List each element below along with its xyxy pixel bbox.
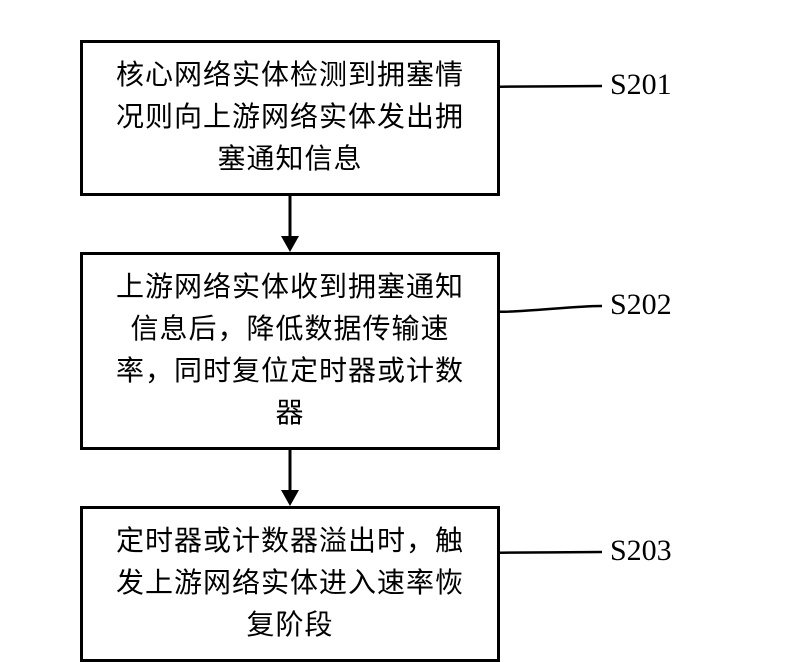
step-text-s202: 上游网络实体收到拥塞通知信息后，降低数据传输速率，同时复位定时器或计数器	[103, 267, 477, 435]
step-box-s202: 上游网络实体收到拥塞通知信息后，降低数据传输速率，同时复位定时器或计数器	[80, 252, 500, 450]
step-text-s203: 定时器或计数器溢出时，触发上游网络实体进入速率恢复阶段	[103, 521, 477, 647]
connector-s201	[495, 56, 617, 117]
arrow-s201-to-s202	[80, 196, 500, 252]
step-text-s201: 核心网络实体检测到拥塞情况则向上游网络实体发出拥塞通知信息	[103, 55, 477, 181]
connector-s202	[495, 276, 617, 342]
arrow-s202-to-s203	[80, 450, 500, 506]
step-label-s202: S202	[610, 288, 672, 322]
step-box-s203: 定时器或计数器溢出时，触发上游网络实体进入速率恢复阶段	[80, 506, 500, 662]
connector-s203	[495, 522, 617, 583]
step-label-s201: S201	[610, 68, 672, 102]
flowchart-container: 核心网络实体检测到拥塞情况则向上游网络实体发出拥塞通知信息 上游网络实体收到拥塞…	[80, 40, 720, 662]
step-box-s201: 核心网络实体检测到拥塞情况则向上游网络实体发出拥塞通知信息	[80, 40, 500, 196]
step-label-s203: S203	[610, 534, 672, 568]
